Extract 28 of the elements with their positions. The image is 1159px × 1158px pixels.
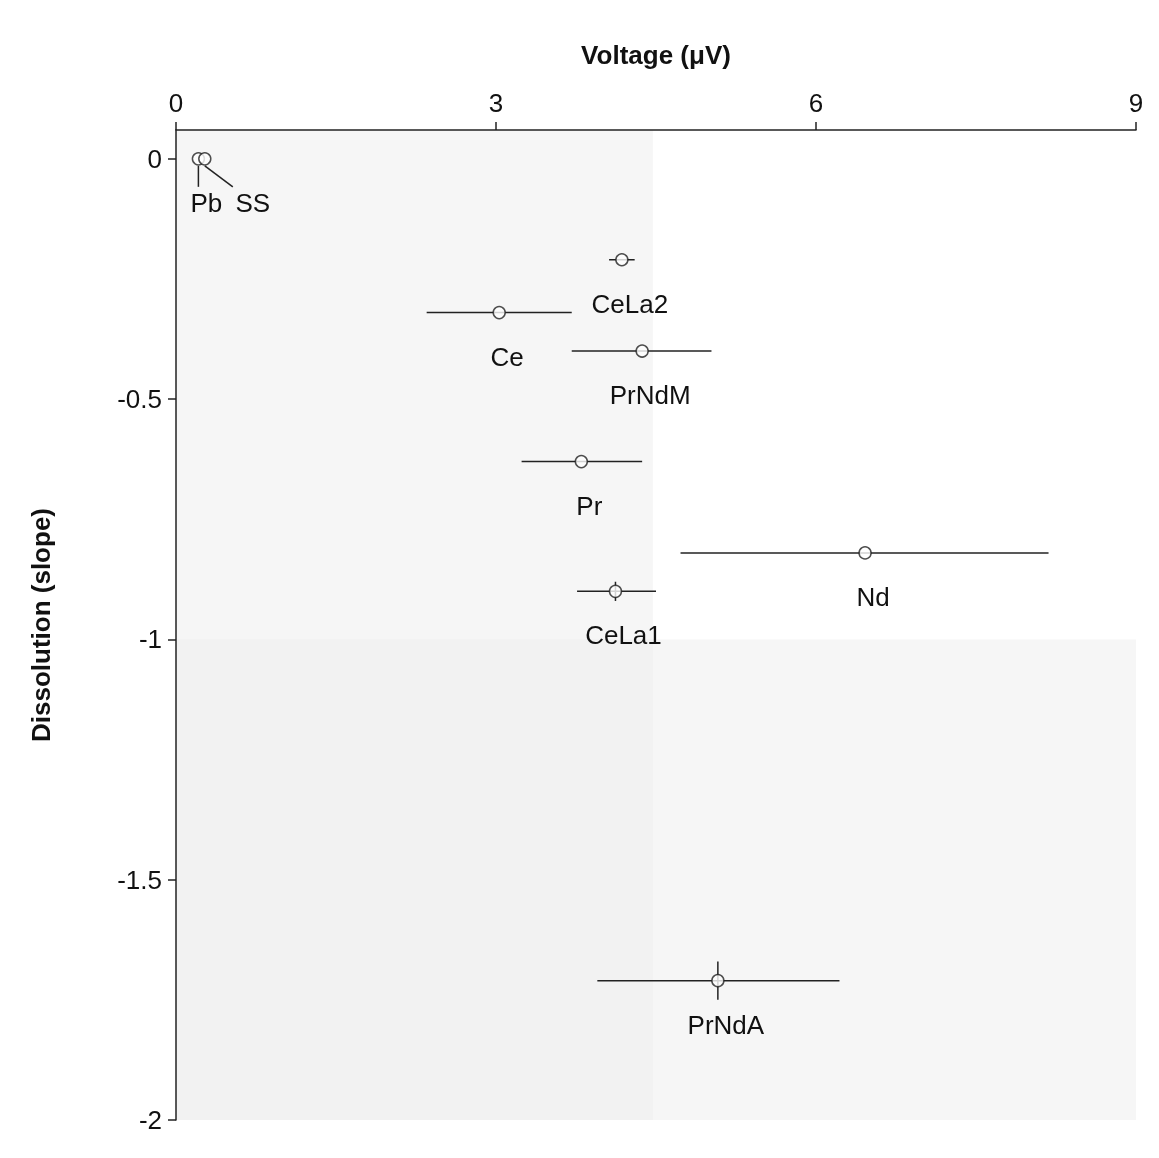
annotation: CeLa1 bbox=[585, 620, 662, 651]
point bbox=[492, 305, 506, 320]
y-tick-label: -1 bbox=[138, 624, 162, 655]
y-tick-label: -1.5 bbox=[117, 864, 162, 895]
y-tick-label: 0 bbox=[147, 143, 162, 174]
annotation: CeLa2 bbox=[591, 288, 669, 319]
point bbox=[711, 973, 725, 988]
annotation: SS bbox=[235, 187, 271, 218]
annotation: PrNdM bbox=[609, 380, 691, 411]
point bbox=[615, 253, 629, 267]
annotation: Ce bbox=[490, 341, 524, 372]
annotation: PrNdA bbox=[687, 1009, 765, 1040]
x-tick-label: 9 bbox=[1128, 88, 1144, 118]
y-tick-label: -0.5 bbox=[117, 384, 162, 415]
annotation: Nd bbox=[856, 581, 890, 612]
point bbox=[858, 546, 872, 560]
annotation: Pr bbox=[576, 490, 603, 521]
point bbox=[608, 584, 623, 599]
y-axis-title: Dissolution (slope) bbox=[26, 508, 56, 742]
annotation: Pb bbox=[190, 187, 223, 218]
x-tick-label: 0 bbox=[168, 88, 184, 118]
point bbox=[635, 344, 649, 358]
x-tick-label: 6 bbox=[808, 88, 824, 118]
y-tick-label: -2 bbox=[138, 1105, 162, 1135]
point bbox=[574, 454, 589, 469]
x-tick-label: 3 bbox=[488, 88, 504, 118]
point bbox=[198, 152, 212, 166]
x-axis-title: Voltage (μV) bbox=[581, 40, 731, 70]
